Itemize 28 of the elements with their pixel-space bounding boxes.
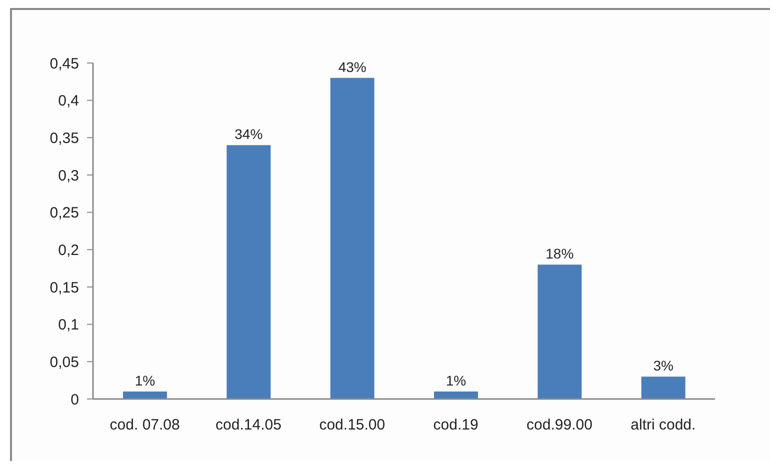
y-tick-label: 0,2: [58, 242, 79, 259]
y-tick-label: 0,35: [50, 130, 79, 147]
y-tick-label: 0,15: [50, 279, 79, 296]
x-tick-label: altri codd.: [630, 416, 696, 434]
y-tick-label: 0,25: [50, 204, 79, 222]
x-tick-label: cod.14.05: [216, 416, 282, 434]
x-tick-label: cod.15.00: [319, 416, 386, 434]
bar: [641, 376, 686, 399]
bar: [434, 392, 478, 399]
bar: [330, 78, 374, 399]
x-tick-label: cod. 07.08: [110, 416, 180, 434]
y-tick-label: 0,05: [50, 354, 79, 371]
data-label: 1%: [446, 372, 466, 389]
bar: [226, 145, 271, 399]
data-label: 3%: [653, 358, 674, 374]
data-label: 34%: [234, 126, 263, 142]
y-tick-label: 0,1: [58, 316, 79, 334]
y-tick-label: 0,3: [58, 167, 79, 184]
data-label: 18%: [546, 246, 574, 262]
y-tick-label: 0: [70, 391, 79, 408]
data-label: 43%: [338, 58, 366, 75]
y-tick-label: 0,45: [50, 55, 79, 72]
y-tick-label: 0,4: [58, 92, 79, 110]
data-label: 1%: [134, 372, 156, 389]
x-tick-label: cod.19: [433, 416, 478, 434]
x-tick-label: cod.99.00: [526, 416, 592, 434]
bar: [538, 264, 582, 399]
bar: [123, 392, 167, 399]
